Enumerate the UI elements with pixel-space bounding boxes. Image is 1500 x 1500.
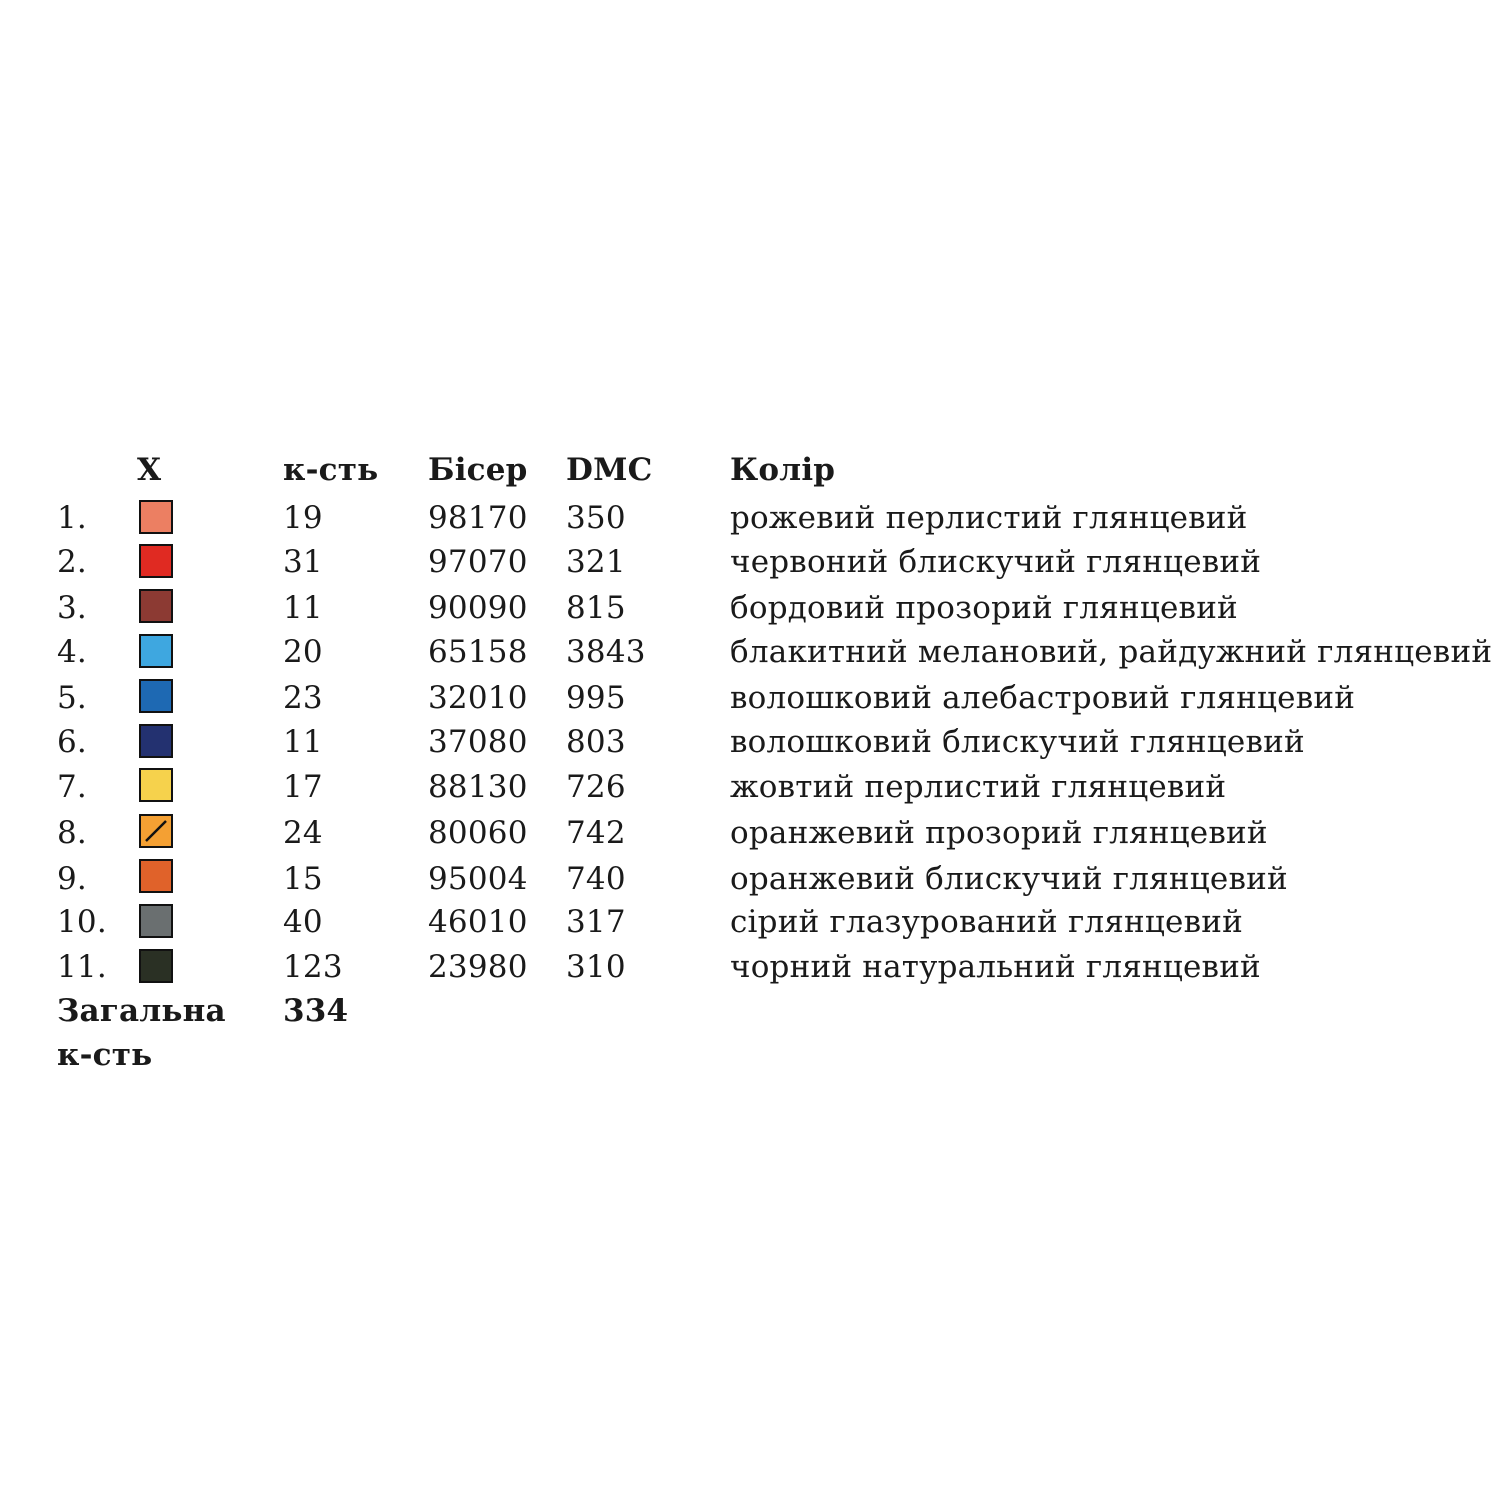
row-beads: 90090 xyxy=(428,590,528,626)
row-dmc: 726 xyxy=(566,769,626,805)
row-number: 8. xyxy=(57,815,87,851)
row-number: 2. xyxy=(57,544,87,580)
row-dmc: 995 xyxy=(566,680,626,716)
row-number: 7. xyxy=(57,769,87,805)
row-color-name: волошковий алебастровий глянцевий xyxy=(730,680,1356,716)
row-color-name: волошковий блискучий глянцевий xyxy=(730,724,1305,760)
row-count: 11 xyxy=(283,590,323,626)
row-dmc: 317 xyxy=(566,904,626,940)
row-dmc: 740 xyxy=(566,861,626,897)
color-swatch xyxy=(139,634,173,668)
color-swatch xyxy=(139,544,173,578)
row-number: 3. xyxy=(57,590,87,626)
row-count: 31 xyxy=(283,544,323,580)
row-count: 24 xyxy=(283,815,323,851)
color-swatch xyxy=(139,814,173,848)
row-color-name: оранжевий блискучий глянцевий xyxy=(730,861,1288,897)
color-swatch xyxy=(139,500,173,534)
row-beads: 80060 xyxy=(428,815,528,851)
row-count: 15 xyxy=(283,861,323,897)
row-color-name: жовтий перлистий глянцевий xyxy=(730,769,1227,805)
header-count: к-сть xyxy=(283,452,379,488)
color-swatch xyxy=(139,859,173,893)
color-swatch xyxy=(139,679,173,713)
row-count: 23 xyxy=(283,680,323,716)
row-number: 4. xyxy=(57,634,87,670)
row-color-name: бордовий прозорий глянцевий xyxy=(730,590,1238,626)
row-count: 11 xyxy=(283,724,323,760)
row-number: 11. xyxy=(57,949,107,985)
row-number: 6. xyxy=(57,724,87,760)
header-dmc: DMC xyxy=(566,452,653,488)
total-label-line1: Загальна xyxy=(57,993,226,1029)
row-number: 5. xyxy=(57,680,87,716)
row-color-name: сірий глазурований глянцевий xyxy=(730,904,1243,940)
row-dmc: 350 xyxy=(566,500,626,536)
row-count: 40 xyxy=(283,904,323,940)
row-color-name: рожевий перлистий глянцевий xyxy=(730,500,1248,536)
total-value: 334 xyxy=(283,993,349,1029)
row-beads: 95004 xyxy=(428,861,528,897)
row-beads: 23980 xyxy=(428,949,528,985)
row-dmc: 3843 xyxy=(566,634,646,670)
header-symbol: X xyxy=(137,452,162,488)
row-color-name: блакитний меланoвий, райдужний глянцевий xyxy=(730,634,1493,670)
row-count: 20 xyxy=(283,634,323,670)
row-beads: 46010 xyxy=(428,904,528,940)
row-number: 10. xyxy=(57,904,107,940)
color-swatch xyxy=(139,768,173,802)
row-beads: 97070 xyxy=(428,544,528,580)
total-label-line2: к-сть xyxy=(57,1037,153,1073)
row-dmc: 321 xyxy=(566,544,626,580)
row-beads: 65158 xyxy=(428,634,528,670)
color-swatch xyxy=(139,589,173,623)
color-swatch xyxy=(139,904,173,938)
row-color-name: оранжевий прозорий глянцевий xyxy=(730,815,1268,851)
row-count: 19 xyxy=(283,500,323,536)
row-count: 17 xyxy=(283,769,323,805)
row-beads: 88130 xyxy=(428,769,528,805)
row-dmc: 803 xyxy=(566,724,626,760)
slash-symbol-icon xyxy=(145,820,167,842)
header-beads: Бісер xyxy=(428,452,528,488)
row-beads: 32010 xyxy=(428,680,528,716)
row-number: 9. xyxy=(57,861,87,897)
row-number: 1. xyxy=(57,500,87,536)
header-color: Колір xyxy=(730,452,836,488)
row-dmc: 310 xyxy=(566,949,626,985)
row-color-name: червоний блискучий глянцевий xyxy=(730,544,1262,580)
row-beads: 37080 xyxy=(428,724,528,760)
row-dmc: 815 xyxy=(566,590,626,626)
color-swatch xyxy=(139,724,173,758)
row-dmc: 742 xyxy=(566,815,626,851)
row-count: 123 xyxy=(283,949,343,985)
row-beads: 98170 xyxy=(428,500,528,536)
row-color-name: чорний натуральний глянцевий xyxy=(730,949,1261,985)
color-swatch xyxy=(139,949,173,983)
